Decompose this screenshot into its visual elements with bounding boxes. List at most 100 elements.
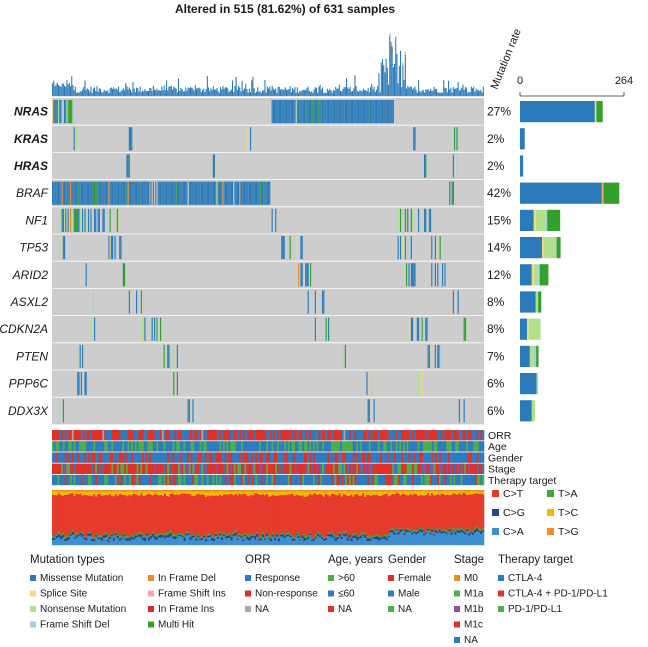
mutation-cell	[347, 100, 349, 124]
clinical-cell	[176, 441, 179, 452]
spectrum-segment	[91, 496, 94, 537]
spectrum-segment	[407, 492, 410, 496]
clinical-cell	[354, 452, 357, 463]
spectrum-segment	[423, 535, 426, 546]
spectrum-segment	[240, 494, 243, 535]
clinical-cell	[370, 474, 373, 486]
clinical-cell	[165, 430, 168, 441]
clinical-cell	[194, 430, 197, 441]
clinical-cell	[75, 474, 78, 486]
clinical-cell	[325, 463, 328, 474]
clinical-cell	[68, 463, 71, 474]
tmb-bar	[341, 91, 343, 96]
tmb-bar-segment	[391, 46, 393, 50]
spectrum-segment	[230, 493, 233, 536]
tmb-bar	[316, 87, 318, 96]
spectrum-segment	[348, 533, 351, 535]
clinical-cell	[82, 430, 85, 441]
spectrum-segment	[354, 491, 357, 495]
mutation-cell	[108, 181, 110, 205]
spectrum-segment	[144, 537, 147, 542]
tmb-bar	[410, 86, 412, 96]
clinical-cell	[394, 463, 397, 474]
clinical-cell	[377, 474, 380, 486]
clinical-cell	[165, 441, 168, 452]
rate-bar-segment	[520, 237, 543, 259]
clinical-track-label: Stage	[488, 464, 516, 476]
tmb-bar	[244, 88, 246, 96]
clinical-cell	[350, 441, 353, 452]
spectrum-segment	[336, 536, 339, 540]
clinical-cell	[343, 452, 346, 463]
spectrum-segment	[395, 527, 398, 530]
clinical-cell	[352, 430, 355, 441]
mutation-cell	[425, 317, 427, 341]
chart-title: Altered in 515 (81.62%) of 631 samples	[175, 2, 395, 16]
clinical-cell	[361, 452, 364, 463]
mutation-cell	[358, 100, 360, 124]
spectrum-segment	[462, 491, 465, 493]
tmb-bar	[281, 89, 283, 96]
mutation-cell	[421, 317, 423, 341]
spectrum-segment	[287, 494, 290, 533]
mutation-cell	[289, 236, 291, 260]
clinical-cell	[152, 441, 155, 452]
spectrum-segment	[352, 536, 355, 539]
spectrum-segment	[307, 490, 310, 493]
clinical-cell	[143, 463, 146, 474]
spectrum-segment	[268, 539, 271, 546]
spectrum-segment	[106, 537, 110, 540]
spectrum-segment	[303, 496, 306, 535]
clinical-cell	[340, 441, 343, 452]
spectrum-segment	[79, 493, 82, 532]
spectrum-segment	[52, 535, 55, 539]
spectrum-segment	[73, 491, 76, 497]
mutation-cell	[65, 208, 67, 232]
spectrum-segment	[266, 533, 269, 537]
spectrum-segment	[364, 492, 367, 498]
clinical-cell	[286, 430, 289, 441]
tmb-bar	[468, 91, 470, 96]
spectrum-segment	[158, 495, 161, 534]
spectrum-segment	[466, 527, 469, 530]
spectrum-segment	[83, 539, 86, 546]
spectrum-segment	[403, 533, 406, 536]
spectrum-segment	[55, 535, 59, 539]
clinical-cell	[327, 452, 330, 463]
clinical-cell	[466, 474, 469, 486]
spectrum-segment	[429, 530, 432, 533]
tmb-bar	[102, 92, 104, 96]
mutation-cell	[282, 100, 284, 124]
tmb-bar	[476, 90, 478, 96]
clinical-cell	[62, 452, 65, 463]
spectrum-segment	[374, 535, 377, 538]
clinical-cell	[199, 430, 202, 441]
spectrum-segment	[413, 491, 416, 494]
mutation-cell	[280, 100, 282, 124]
clinical-cell	[379, 430, 382, 441]
spectrum-segment	[366, 540, 369, 546]
spectrum-segment	[218, 494, 222, 532]
tmb-bar	[248, 88, 250, 96]
clinical-cell	[178, 452, 181, 463]
clinical-cell	[381, 463, 384, 474]
clinical-cell	[349, 441, 352, 452]
clinical-cell	[466, 452, 469, 463]
clinical-cell	[433, 463, 436, 474]
spectrum-segment	[326, 490, 330, 493]
clinical-cell	[430, 452, 433, 463]
spectrum-segment	[289, 491, 292, 495]
clinical-cell	[458, 441, 461, 452]
spectrum-segment	[285, 536, 288, 546]
spectrum-segment	[167, 534, 171, 538]
spectrum-segment	[336, 539, 339, 546]
clinical-cell	[349, 463, 352, 474]
mutation-cell	[310, 100, 312, 124]
clinical-cell	[88, 430, 91, 441]
clinical-cell	[442, 441, 445, 452]
spectrum-segment	[297, 495, 300, 534]
spectrum-segment	[419, 495, 422, 528]
mutation-cell	[373, 399, 375, 423]
clinical-cell	[80, 463, 83, 474]
clinical-cell	[212, 474, 215, 486]
